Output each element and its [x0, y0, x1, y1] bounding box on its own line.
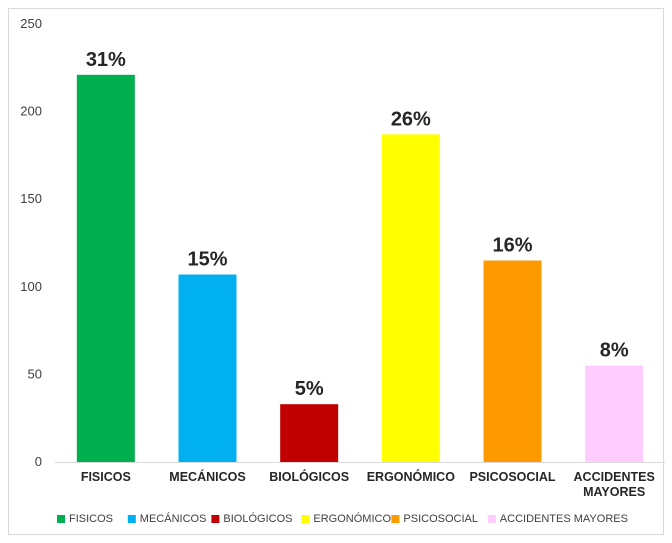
x-tick-label: PSICOSOCIAL — [469, 470, 555, 484]
legend-swatch — [211, 515, 220, 523]
legend-swatch — [391, 515, 400, 523]
x-axis-ticks: FISICOS MECÁNICOS BIOLÓGICOS ERGONÓMICO PSIC… — [81, 469, 655, 499]
legend-item: ERGONÓMICO — [301, 512, 391, 525]
y-tick-label: 0 — [35, 454, 42, 469]
legend-label: MECÁNICOS — [140, 512, 207, 525]
bar — [483, 260, 542, 462]
legend: FISICOS MECÁNICOS BIOLÓGICOS ERGONÓMICO PSIC… — [57, 512, 628, 525]
legend-item: ACCIDENTES MAYORES — [487, 513, 628, 525]
bar — [178, 274, 237, 462]
bar — [280, 404, 339, 462]
bar — [76, 74, 135, 463]
legend-label: BIOLÓGICOS — [223, 512, 292, 525]
x-tick-label: ACCIDENTES MAYORES — [574, 470, 655, 499]
legend-item: MECÁNICOS — [127, 512, 207, 525]
y-axis-ticks: 0 50 100 150 200 250 — [20, 16, 42, 469]
legend-label: ERGONÓMICO — [313, 512, 391, 525]
legend-swatch — [127, 515, 136, 523]
data-labels: 31% 15% 5% 26% 16% 8% — [86, 49, 629, 400]
data-label: 26% — [391, 108, 431, 130]
y-tick-label: 100 — [20, 279, 42, 294]
legend-item: PSICOSOCIAL — [391, 513, 478, 525]
y-tick-label: 50 — [28, 366, 42, 381]
y-tick-label: 200 — [20, 104, 42, 119]
legend-label: FISICOS — [69, 513, 113, 525]
data-label: 15% — [187, 249, 227, 271]
legend-swatch — [487, 515, 496, 523]
legend-item: FISICOS — [57, 513, 113, 525]
data-label: 5% — [295, 378, 324, 400]
bar — [381, 134, 440, 462]
legend-item: BIOLÓGICOS — [211, 512, 292, 525]
y-tick-label: 250 — [20, 16, 42, 31]
legend-swatch — [301, 515, 310, 523]
data-label: 16% — [492, 235, 532, 257]
data-label: 8% — [600, 340, 629, 362]
x-tick-label: MECÁNICOS — [169, 469, 245, 484]
x-tick-label: ERGONÓMICO — [367, 469, 455, 484]
legend-label: ACCIDENTES MAYORES — [500, 513, 628, 525]
bar — [585, 365, 644, 462]
x-tick-label: FISICOS — [81, 470, 131, 484]
legend-label: PSICOSOCIAL — [403, 513, 478, 525]
legend-swatch — [57, 515, 65, 523]
x-tick-label: BIOLÓGICOS — [269, 469, 349, 484]
bars — [76, 74, 644, 463]
data-label: 31% — [86, 49, 126, 71]
y-tick-label: 150 — [20, 191, 42, 206]
